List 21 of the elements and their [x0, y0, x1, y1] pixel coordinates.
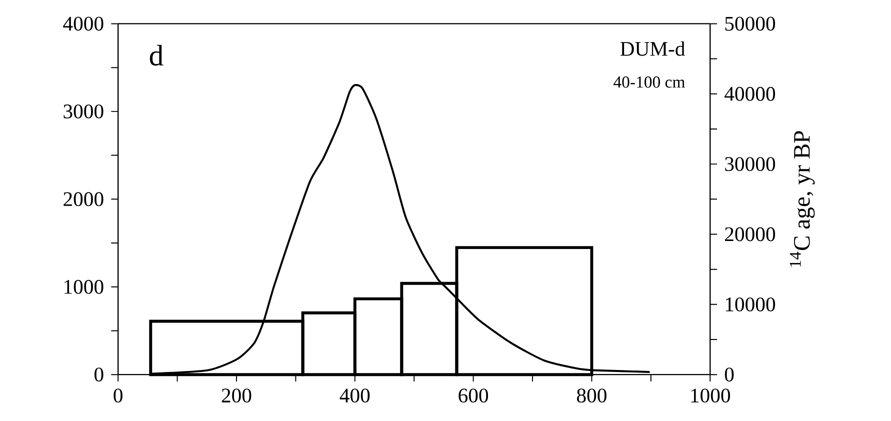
y2-tick-label: 50000	[725, 16, 776, 31]
annotation: DUM-d	[620, 41, 686, 56]
y-tick-label: 2000	[64, 192, 104, 206]
y2-tick-label: 0	[724, 368, 734, 382]
y-tick-label: 1000	[64, 280, 104, 294]
x-tick-label: 800	[576, 388, 606, 403]
y2-tick-label: 40000	[724, 86, 776, 101]
annotation: 40-100 cm	[614, 76, 685, 88]
y2-axis-title: $^{14}$C age, yr BP	[790, 131, 815, 267]
x-tick-label: 600	[458, 388, 488, 403]
y-tick-label: 4000	[63, 16, 104, 31]
x-tick-label: 400	[340, 388, 370, 403]
y2-tick-label: 10000	[726, 297, 776, 312]
annotation: d	[150, 44, 164, 66]
x-tick-label: 1000	[691, 388, 730, 403]
x-tick-label: 200	[222, 388, 252, 403]
y-tick-label: 0	[94, 368, 104, 382]
y-tick-label: 3000	[64, 104, 104, 118]
x-tick-label: 0	[114, 388, 122, 403]
y2-tick-label: 30000	[725, 157, 776, 172]
y2-tick-label: 20000	[725, 227, 776, 242]
